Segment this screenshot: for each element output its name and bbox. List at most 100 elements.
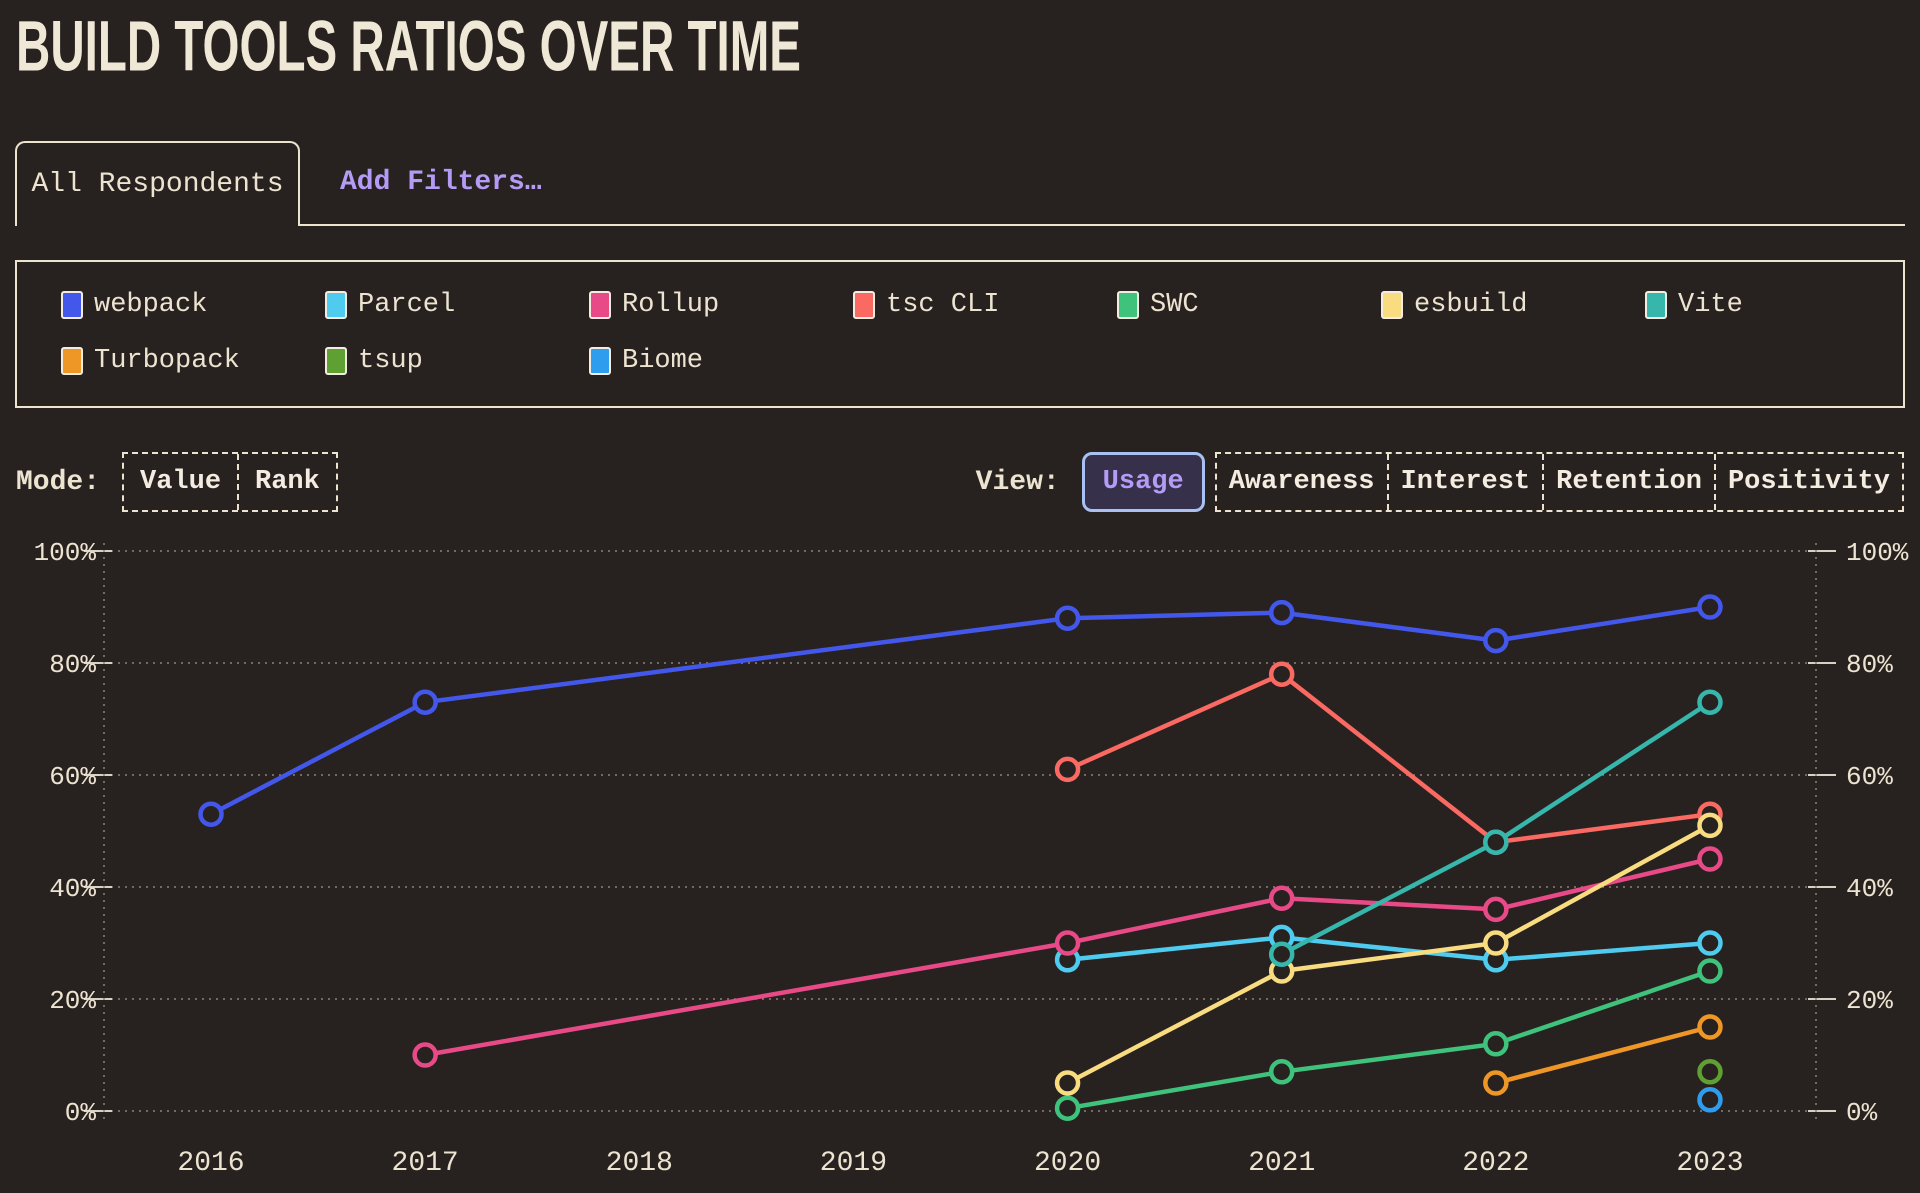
webpack-swatch-icon <box>61 291 83 319</box>
y-axis-label-left: 80% <box>49 650 96 680</box>
legend-label: tsc CLI <box>886 290 1000 320</box>
legend-item-swc[interactable]: SWC <box>1117 290 1381 320</box>
x-axis-label: 2020 <box>1034 1148 1101 1179</box>
y-axis-label-right: 60% <box>1846 762 1893 792</box>
tab-all-respondents[interactable]: All Respondents <box>15 141 300 226</box>
legend-label: Vite <box>1678 290 1743 320</box>
view-button-usage[interactable]: Usage <box>1081 452 1205 512</box>
point-webpack-2016[interactable] <box>198 801 224 827</box>
y-axis-label-right: 100% <box>1846 540 1909 568</box>
point-Turbopack-2023[interactable] <box>1697 1014 1723 1040</box>
line-Turbopack <box>1493 1024 1713 1086</box>
line-webpack <box>208 604 1713 817</box>
line-chart: 0% 0% 20% 20% 40% 40% 60% 60% 80% 80% 100% 100% 2016… <box>0 538 1920 1193</box>
view-button-positivity[interactable]: Positivity <box>1713 454 1902 510</box>
point-SWC-2022[interactable] <box>1483 1031 1509 1057</box>
point-Turbopack-2022[interactable] <box>1483 1070 1509 1096</box>
legend-item-vite[interactable]: Vite <box>1645 290 1909 320</box>
x-axis-label: 2017 <box>392 1148 459 1179</box>
point-tsup-2023[interactable] <box>1697 1059 1723 1085</box>
line-SWC <box>1065 968 1713 1111</box>
chart-svg: 0% 0% 20% 20% 40% 40% 60% 60% 80% 80% 100% 100% 2016… <box>34 538 1909 1179</box>
esbuild-swatch-icon <box>1381 291 1403 319</box>
legend-item-rollup[interactable]: Rollup <box>589 290 853 320</box>
view-button-awareness[interactable]: Awareness <box>1217 454 1387 510</box>
point-Biome-2023[interactable] <box>1697 1087 1723 1113</box>
add-filters-link[interactable]: Add Filters… <box>340 166 542 198</box>
legend-item-tsup[interactable]: tsup <box>325 346 589 376</box>
vite-swatch-icon <box>1645 291 1667 319</box>
swc-swatch-icon <box>1117 291 1139 319</box>
point-Rollup-2020[interactable] <box>1054 930 1081 956</box>
rollup-swatch-icon <box>589 291 611 319</box>
legend-label: esbuild <box>1414 290 1528 320</box>
page-title: BUILD TOOLS RATIOS OVER TIME <box>16 7 801 87</box>
y-axis-label-left: 60% <box>49 762 96 792</box>
legend-label: tsup <box>358 346 423 376</box>
legend-label: Biome <box>622 346 704 376</box>
mode-label: Mode: <box>16 466 101 498</box>
turbopack-swatch-icon <box>61 347 83 375</box>
legend-item-tsc-cli[interactable]: tsc CLI <box>853 290 1117 320</box>
point-Vite-2021[interactable] <box>1268 941 1295 967</box>
point-Rollup-2021[interactable] <box>1268 885 1295 911</box>
x-axis-label: 2019 <box>820 1148 887 1179</box>
line-tsc CLI <box>1065 671 1713 845</box>
tab-bar-baseline <box>300 224 1905 226</box>
biome-swatch-icon <box>589 347 611 375</box>
point-SWC-2020[interactable] <box>1054 1095 1081 1121</box>
point-webpack-2017[interactable] <box>412 689 438 715</box>
x-axis-label: 2023 <box>1676 1148 1743 1179</box>
view-button-retention[interactable]: Retention <box>1542 454 1714 510</box>
line-esbuild <box>1065 823 1713 1086</box>
legend-label: webpack <box>94 290 208 320</box>
point-tsc CLI-2021[interactable] <box>1268 661 1295 687</box>
point-esbuild-2020[interactable] <box>1054 1070 1081 1096</box>
legend-box: webpack Parcel Rollup tsc CLI SWC esbuil… <box>15 260 1905 408</box>
line-Parcel <box>1065 935 1713 963</box>
mode-button-rank[interactable]: Rank <box>237 454 336 510</box>
y-axis-label-left: 100% <box>34 540 97 568</box>
legend-label: Turbopack <box>94 346 240 376</box>
point-webpack-2021[interactable] <box>1268 599 1295 626</box>
x-axis-label: 2018 <box>606 1148 673 1179</box>
point-Parcel-2023[interactable] <box>1697 930 1723 956</box>
tsc-cli-swatch-icon <box>853 291 875 319</box>
point-SWC-2021[interactable] <box>1268 1059 1295 1085</box>
legend-item-biome[interactable]: Biome <box>589 346 853 376</box>
legend-item-webpack[interactable]: webpack <box>61 290 325 320</box>
point-Rollup-2017[interactable] <box>412 1042 438 1068</box>
point-esbuild-2022[interactable] <box>1483 930 1509 956</box>
legend-item-parcel[interactable]: Parcel <box>325 290 589 320</box>
y-axis-label-right: 40% <box>1846 874 1893 904</box>
legend-label: SWC <box>1150 290 1199 320</box>
tab-bar: All Respondents Add Filters… <box>15 140 1905 226</box>
y-axis-label-left: 0% <box>65 1098 97 1128</box>
y-axis-label-left: 40% <box>49 874 96 904</box>
y-axis-label-right: 0% <box>1846 1098 1878 1128</box>
view-button-group: Awareness Interest Retention Positivity <box>1214 452 1904 512</box>
point-webpack-2023[interactable] <box>1697 594 1723 620</box>
legend-label: Parcel <box>358 290 456 320</box>
view-label: View: <box>975 466 1060 498</box>
point-Rollup-2023[interactable] <box>1697 846 1723 872</box>
point-Rollup-2022[interactable] <box>1483 896 1509 923</box>
mode-button-value[interactable]: Value <box>124 454 237 510</box>
y-axis-label-right: 20% <box>1846 986 1893 1016</box>
point-webpack-2022[interactable] <box>1483 627 1509 654</box>
legend-label: Rollup <box>622 290 720 320</box>
tab-all-respondents-label: All Respondents <box>31 169 284 200</box>
y-axis-label-right: 80% <box>1846 650 1893 680</box>
legend-item-esbuild[interactable]: esbuild <box>1381 290 1645 320</box>
point-webpack-2020[interactable] <box>1054 605 1081 631</box>
point-tsc CLI-2020[interactable] <box>1054 756 1081 783</box>
x-axis-label: 2016 <box>177 1148 244 1179</box>
point-esbuild-2023[interactable] <box>1697 812 1723 839</box>
point-Vite-2022[interactable] <box>1483 829 1509 855</box>
mode-button-group: Value Rank <box>122 452 338 512</box>
point-Vite-2023[interactable] <box>1697 689 1723 715</box>
legend-item-turbopack[interactable]: Turbopack <box>61 346 325 376</box>
y-axis-label-left: 20% <box>49 986 96 1016</box>
view-button-interest[interactable]: Interest <box>1386 454 1543 510</box>
point-SWC-2023[interactable] <box>1697 958 1723 984</box>
